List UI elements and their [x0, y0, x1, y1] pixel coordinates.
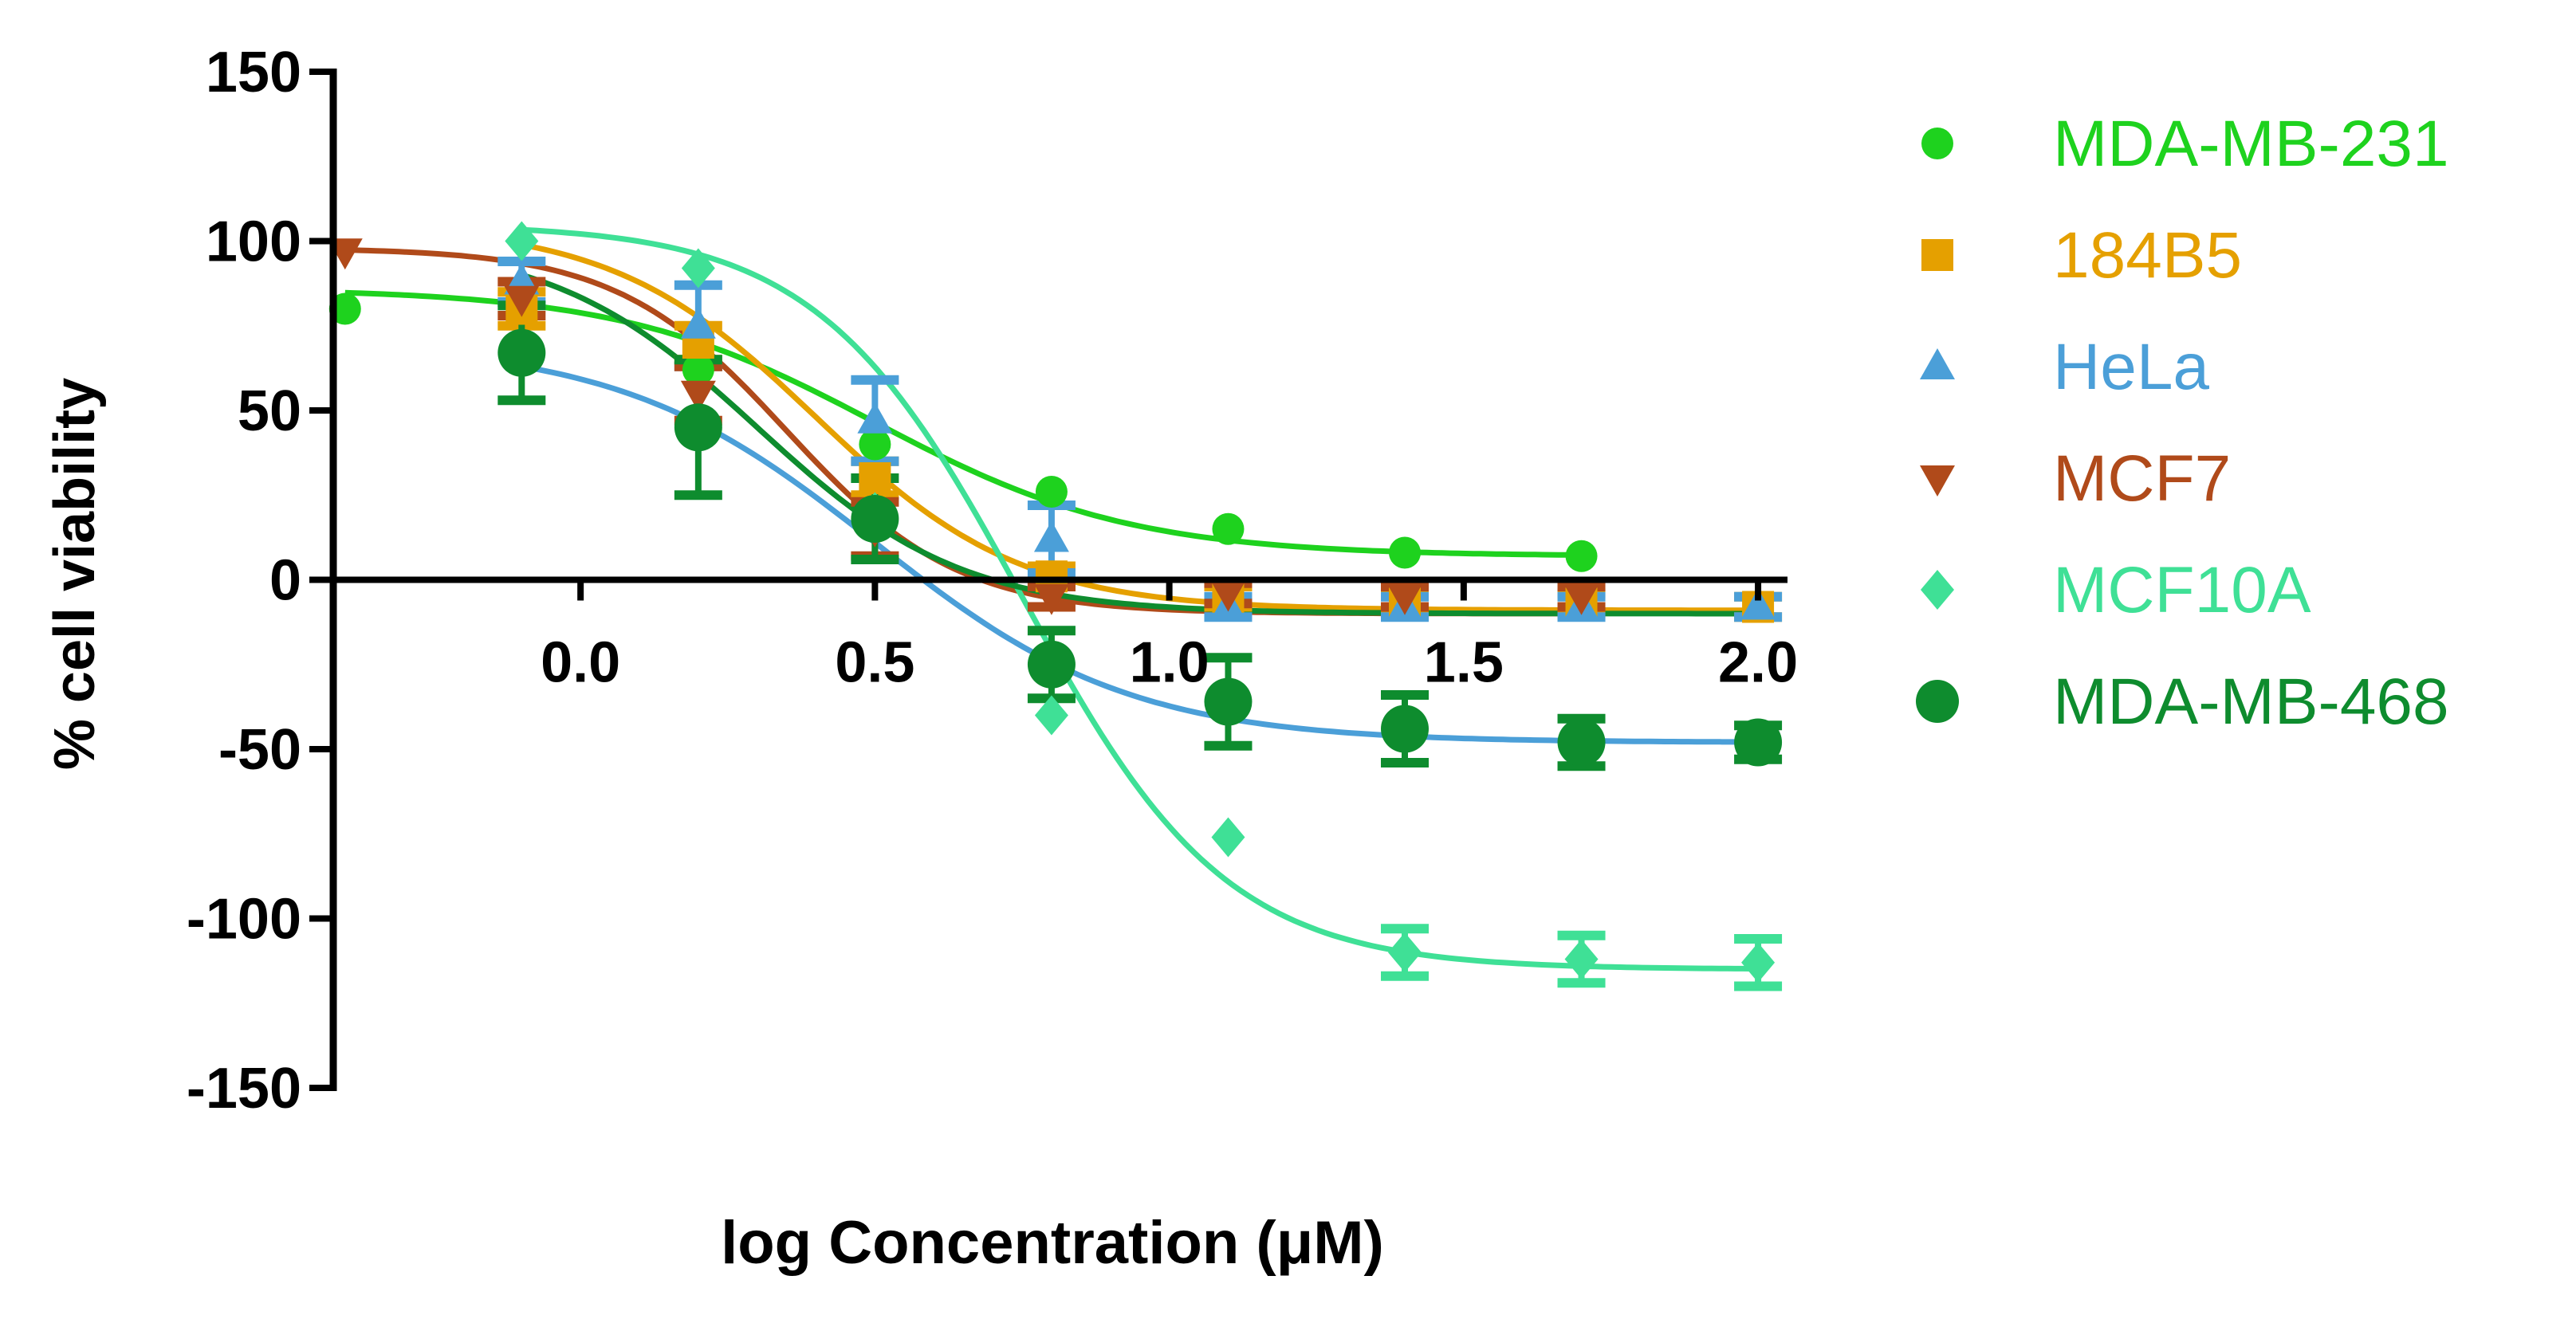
data-point-mcf7 — [1563, 583, 1599, 615]
data-point-mda-mb-468 — [674, 403, 722, 452]
legend-label: MCF10A — [2053, 554, 2311, 626]
fit-curve-hela — [521, 363, 1759, 745]
fit-curves — [344, 226, 1759, 972]
data-point-mcf7 — [504, 285, 540, 317]
data-point-mda-mb-231 — [859, 428, 891, 461]
data-point-mcf10a — [1034, 695, 1068, 736]
y-tick-label: 100 — [206, 210, 301, 274]
data-points — [327, 221, 1783, 983]
legend-marker — [1921, 570, 1954, 610]
data-point-mcf10a — [1211, 817, 1245, 858]
y-tick-label: 150 — [206, 41, 301, 104]
data-point-hela — [680, 307, 716, 339]
data-point-mda-mb-231 — [328, 292, 361, 325]
x-tick-label: 1.5 — [1424, 631, 1504, 695]
data-point-mcf7 — [1387, 583, 1422, 615]
data-point-mcf10a — [1388, 932, 1422, 972]
legend-label: 184B5 — [2053, 219, 2242, 292]
data-point-mcf7 — [680, 380, 716, 412]
data-point-mda-mb-231 — [1389, 536, 1421, 569]
y-tick-label: -50 — [218, 718, 301, 782]
data-point-mda-mb-231 — [1035, 476, 1068, 508]
data-point-mda-mb-468 — [498, 328, 546, 377]
x-tick-label: 2.0 — [1718, 631, 1798, 695]
axes: 150 100 50 0 -50 -100 -150 0.0 0.5 1.0 1.5 2.0 — [187, 41, 1798, 1121]
x-tick-label: 0.0 — [541, 631, 620, 695]
data-point-184b5 — [859, 462, 891, 494]
data-point-mda-mb-231 — [682, 354, 714, 386]
legend-marker — [1920, 348, 1955, 379]
data-point-mda-mb-468 — [851, 495, 899, 543]
fit-curve-mcf10a — [521, 226, 1759, 972]
data-point-mcf10a — [1741, 942, 1776, 983]
data-point-mda-mb-468 — [1557, 718, 1606, 767]
legend-label: MCF7 — [2053, 442, 2231, 515]
x-axis-title: log Concentration (μM) — [721, 1209, 1384, 1277]
y-tick-label: 0 — [269, 549, 301, 613]
legend-label: MDA-MB-231 — [2053, 108, 2449, 180]
data-point-mcf10a — [681, 248, 715, 289]
y-tick-label: -150 — [187, 1057, 301, 1121]
data-point-mcf7 — [1033, 583, 1069, 615]
x-tick-label: 0.5 — [835, 631, 914, 695]
data-point-mda-mb-231 — [1565, 540, 1598, 572]
fit-curve-mda-mb-468 — [521, 272, 1759, 617]
data-point-mda-mb-468 — [1381, 705, 1429, 753]
x-tick-label: 1.0 — [1130, 631, 1209, 695]
fit-curve-184b5 — [521, 241, 1759, 614]
data-point-mcf7 — [1210, 580, 1246, 612]
data-point-mcf10a — [505, 221, 539, 261]
data-point-hela — [1740, 588, 1776, 620]
legend-marker — [1920, 465, 1955, 497]
legend-marker — [1916, 680, 1959, 723]
data-point-mcf10a — [1564, 939, 1599, 979]
data-point-mda-mb-231 — [1212, 512, 1245, 545]
legend: MDA-MB-231 184B5 HeLa MCF7 MCF10A MDA-MB-468 — [1916, 108, 2449, 738]
y-tick-label: -100 — [187, 888, 301, 952]
legend-label: MDA-MB-468 — [2053, 665, 2449, 738]
data-point-mda-mb-468 — [1027, 640, 1076, 689]
fit-curve-mda-mb-231 — [344, 289, 1582, 558]
data-point-hela — [857, 402, 893, 434]
legend-marker — [1921, 128, 1953, 159]
y-axis-title: % cell viability — [43, 378, 107, 770]
data-point-mda-mb-468 — [1734, 718, 1783, 767]
data-point-mda-mb-468 — [1204, 677, 1253, 726]
legend-marker — [1921, 239, 1953, 271]
legend-label: HeLa — [2053, 331, 2209, 403]
data-point-hela — [1033, 520, 1069, 552]
y-tick-label: 50 — [238, 379, 301, 443]
